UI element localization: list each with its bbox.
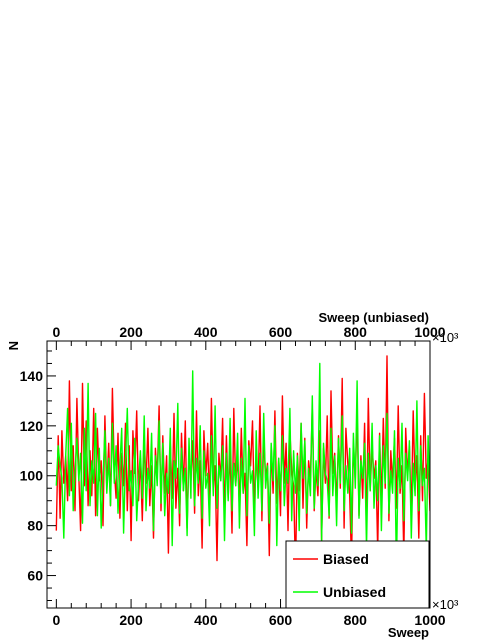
y-tick-label: 80 xyxy=(27,518,43,534)
x-tick-label: 200 xyxy=(119,612,143,628)
x2-tick-label: 600 xyxy=(269,324,293,340)
x-tick-label: 600 xyxy=(269,612,293,628)
x-axis-bottom: 0 200 400 600 800 1000 xyxy=(52,599,446,628)
x-multiplier-bottom: ×10³ xyxy=(432,597,459,612)
x2-tick-label: 800 xyxy=(344,324,368,340)
x2-tick-label: 200 xyxy=(119,324,143,340)
plot-frame xyxy=(46,340,431,609)
x-tick-label: 0 xyxy=(52,612,60,628)
y-axis-title: N xyxy=(6,341,21,350)
x-axis-title: Sweep xyxy=(388,625,429,640)
plot-area xyxy=(55,355,430,574)
x-multiplier-top: ×10³ xyxy=(432,330,459,345)
y-tick-label: 120 xyxy=(20,418,44,434)
x2-tick-label: 1000 xyxy=(414,324,445,340)
x2-tick-label: 400 xyxy=(194,324,218,340)
x-tick-label: 400 xyxy=(194,612,218,628)
x2-tick-label: 0 xyxy=(52,324,60,340)
legend-box xyxy=(285,540,430,609)
x-tick-label: 1000 xyxy=(414,612,445,628)
y-axis: 60 80 100 120 140 xyxy=(20,350,56,602)
x-axis-top: 0 200 400 600 800 1000 xyxy=(52,324,446,350)
legend-label-unbiased: Unbiased xyxy=(323,584,386,600)
series-layer xyxy=(55,355,430,574)
legend: Biased Unbiased xyxy=(285,540,430,609)
y-tick-label: 100 xyxy=(20,468,44,484)
x-tick-label: 800 xyxy=(344,612,368,628)
x2-axis-title: Sweep (unbiased) xyxy=(318,310,429,325)
legend-label-biased: Biased xyxy=(323,551,369,567)
series-line-unbiased xyxy=(55,362,430,572)
y-tick-label: 60 xyxy=(27,568,43,584)
y-tick-label: 140 xyxy=(20,368,44,384)
